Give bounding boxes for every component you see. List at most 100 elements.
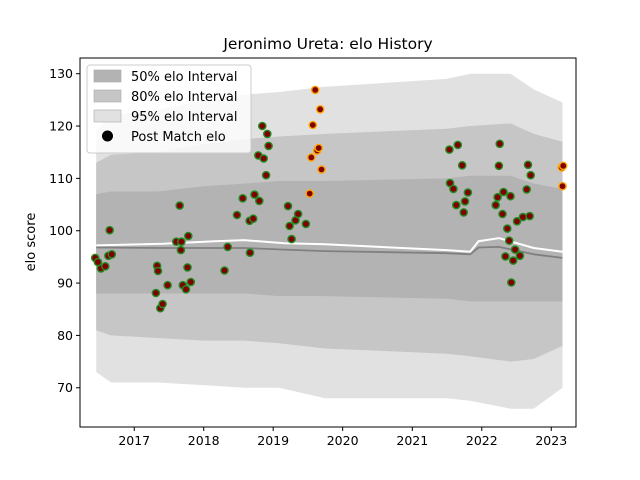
band-50pct: [96, 175, 563, 302]
post-match-point: [498, 209, 507, 219]
post-match-point: [183, 263, 192, 272]
post-match-point: [308, 120, 318, 130]
y-tick-label: 70: [57, 380, 73, 395]
post-match-point: [181, 284, 191, 294]
post-match-point: [310, 85, 320, 95]
post-match-point: [306, 153, 316, 162]
post-match-point: [220, 266, 229, 275]
post-match-point: [264, 141, 273, 151]
mean-elo-line: [96, 237, 563, 253]
post-match-point: [522, 185, 532, 194]
post-match-point: [250, 190, 259, 199]
post-match-point: [504, 236, 514, 245]
post-match-point: [502, 224, 512, 233]
y-tick-label: 90: [57, 276, 73, 291]
post-match-point: [107, 249, 117, 259]
post-match-point: [238, 193, 247, 203]
x-axis: 2017 2018 2019 2020 2021 2022 2023: [118, 427, 567, 448]
post-match-point: [317, 165, 326, 174]
post-match-point: [254, 196, 264, 206]
post-match-point: [261, 170, 271, 180]
post-match-point: [105, 225, 114, 235]
post-match-point: [457, 160, 467, 170]
post-match-point: [163, 280, 172, 290]
x-tick-label: 2022: [466, 433, 498, 448]
post-match-point: [460, 197, 470, 206]
post-match-point: [257, 121, 267, 131]
post-match-point: [510, 245, 520, 254]
post-match-point: [451, 200, 461, 210]
y-tick-label: 130: [49, 66, 73, 81]
post-match-point: [512, 216, 522, 226]
post-match-point: [523, 160, 533, 170]
post-match-point: [245, 248, 255, 257]
y-tick-label: 100: [49, 223, 73, 238]
post-match-point: [463, 188, 473, 197]
legend-label: 50% elo Interval: [131, 70, 238, 85]
post-match-point: [259, 154, 269, 163]
post-match-point: [314, 143, 324, 153]
legend-swatch: [93, 69, 122, 83]
post-match-point: [262, 129, 272, 139]
post-match-point: [459, 208, 469, 217]
post-match-point: [518, 212, 528, 222]
post-match-points: [90, 85, 568, 313]
x-tick-label: 2018: [188, 433, 220, 448]
x-tick-label: 2017: [118, 433, 150, 448]
post-match-point: [515, 251, 525, 261]
post-match-point: [101, 261, 110, 271]
post-match-point: [453, 140, 463, 150]
chart-title: Jeronimo Ureta: elo History: [222, 35, 432, 53]
post-match-point: [158, 299, 167, 309]
post-match-point: [176, 245, 186, 255]
post-match-point: [285, 221, 294, 231]
legend-marker: [102, 130, 113, 142]
post-match-point: [232, 210, 242, 220]
post-match-point: [153, 266, 163, 276]
post-match-point: [526, 170, 536, 180]
post-match-point: [558, 181, 567, 191]
post-match-point: [495, 139, 505, 149]
legend-label: Post Match elo: [131, 130, 226, 145]
legend-swatch: [93, 109, 122, 123]
y-tick-label: 80: [57, 328, 73, 343]
post-match-point: [558, 161, 568, 171]
post-match-point: [491, 200, 501, 210]
post-match-point: [499, 187, 508, 197]
post-match-point: [301, 219, 311, 229]
post-match-point: [508, 256, 518, 265]
y-axis: 70 80 90 100 110 120 130: [49, 66, 80, 395]
post-match-point: [186, 277, 196, 287]
post-match-point: [293, 209, 303, 219]
post-match-point: [315, 105, 325, 114]
post-match-point: [283, 201, 293, 211]
post-match-point: [223, 242, 232, 252]
post-match-point: [287, 234, 296, 244]
legend-box: [86, 64, 252, 154]
legend: 50% elo Interval 80% elo Interval 95% elo …: [86, 64, 252, 154]
legend-label: 95% elo Interval: [131, 110, 238, 125]
post-match-point: [449, 184, 458, 194]
y-tick-label: 110: [49, 171, 73, 186]
post-match-point: [183, 231, 193, 241]
x-tick-label: 2020: [327, 433, 359, 448]
post-match-point: [494, 161, 504, 171]
legend-swatch: [93, 89, 122, 103]
post-match-point: [175, 201, 184, 210]
post-match-point: [501, 252, 510, 261]
plot-frame: [79, 57, 577, 428]
post-match-point: [445, 145, 454, 154]
y-tick-label: 120: [49, 119, 73, 134]
post-match-point: [506, 278, 516, 287]
post-match-point: [177, 237, 186, 246]
legend-label: 80% elo Interval: [131, 90, 238, 105]
post-match-point: [305, 189, 315, 198]
trend-lines: [96, 237, 563, 259]
x-tick-label: 2019: [257, 433, 289, 448]
x-tick-label: 2023: [535, 433, 567, 448]
post-match-point: [525, 211, 535, 221]
post-match-point: [506, 191, 515, 201]
post-match-point: [248, 214, 258, 223]
y-axis-title: elo score: [24, 213, 39, 272]
